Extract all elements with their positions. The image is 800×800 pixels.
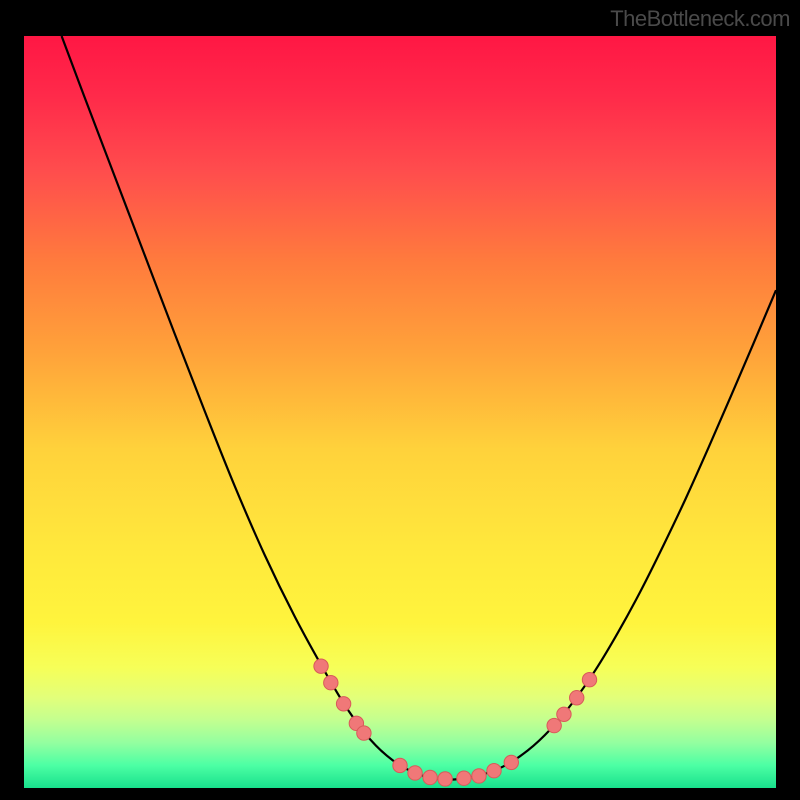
curve-marker	[504, 755, 518, 769]
curve-marker	[393, 758, 407, 772]
curve-marker	[314, 659, 328, 673]
curve-marker	[423, 770, 437, 784]
curve-marker	[457, 771, 471, 785]
curve-marker	[582, 673, 596, 687]
chart-canvas	[24, 36, 776, 788]
curve-marker	[324, 676, 338, 690]
curve-marker	[557, 707, 571, 721]
curve-marker	[336, 697, 350, 711]
curve-marker	[570, 691, 584, 705]
curve-marker	[487, 764, 501, 778]
curve-marker	[472, 769, 486, 783]
curve-marker	[438, 772, 452, 786]
curve-marker	[357, 726, 371, 740]
watermark-text: TheBottleneck.com	[610, 6, 790, 32]
plot-svg	[24, 36, 776, 788]
gradient-background	[24, 36, 776, 788]
curve-marker	[408, 766, 422, 780]
curve-marker	[547, 718, 561, 732]
